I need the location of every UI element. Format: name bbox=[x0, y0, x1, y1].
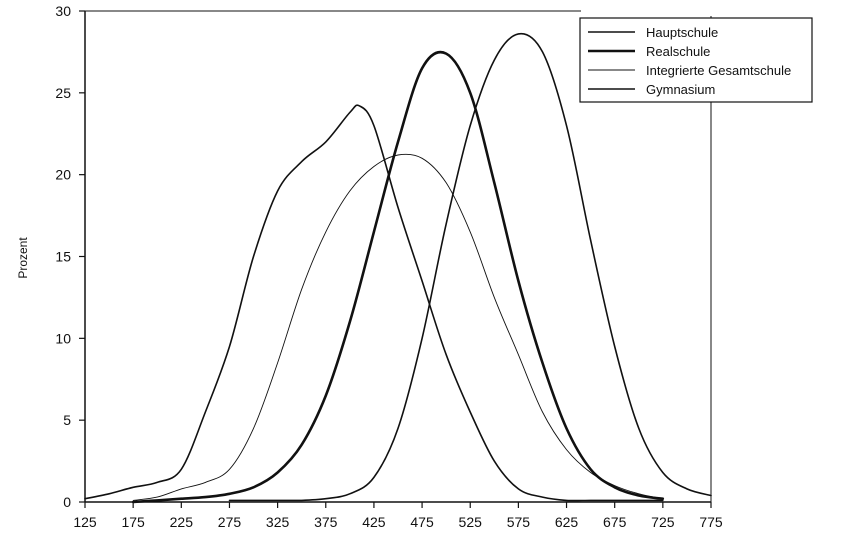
y-tick-label: 10 bbox=[55, 330, 71, 346]
x-tick-label: 675 bbox=[603, 514, 627, 530]
series-lines bbox=[84, 32, 712, 504]
x-tick-label: 125 bbox=[73, 514, 97, 530]
legend-label-integrierte-gesamtschule: Integrierte Gesamtschule bbox=[646, 63, 791, 78]
series-line-gymnasium bbox=[228, 32, 712, 502]
x-tick-label: 725 bbox=[651, 514, 675, 530]
x-tick-label: 475 bbox=[410, 514, 434, 530]
y-tick-label: 5 bbox=[63, 412, 71, 428]
y-axis-title: Prozent bbox=[16, 237, 30, 279]
x-tick-label: 775 bbox=[699, 514, 723, 530]
y-tick-label: 15 bbox=[55, 249, 71, 265]
legend-label-realschule: Realschule bbox=[646, 44, 710, 59]
y-tick-label: 25 bbox=[55, 85, 71, 101]
series-line-realschule bbox=[131, 50, 665, 504]
axes: 0 5 10 15 20 25 30 125 175 225 275 325 375 425 475 525 5… bbox=[55, 3, 722, 530]
x-tick-label: 425 bbox=[362, 514, 386, 530]
series-line-integrierte-gesamtschule bbox=[132, 153, 664, 501]
legend-label-gymnasium: Gymnasium bbox=[646, 82, 715, 97]
y-tick-label: 30 bbox=[55, 3, 71, 19]
x-tick-label: 225 bbox=[170, 514, 194, 530]
x-tick-label: 275 bbox=[218, 514, 242, 530]
x-tick-label: 525 bbox=[459, 514, 483, 530]
x-tick-label: 625 bbox=[555, 514, 579, 530]
y-tick-label: 20 bbox=[55, 167, 71, 183]
x-tick-label: 175 bbox=[121, 514, 145, 530]
legend: Hauptschule Realschule Integrierte Gesamts… bbox=[579, 17, 813, 103]
x-tick-label: 575 bbox=[507, 514, 531, 530]
legend-label-hauptschule: Hauptschule bbox=[646, 25, 718, 40]
series-line-hauptschule bbox=[84, 104, 664, 502]
x-tick-label: 325 bbox=[266, 514, 290, 530]
y-tick-label: 0 bbox=[63, 494, 71, 510]
x-tick-label: 375 bbox=[314, 514, 338, 530]
